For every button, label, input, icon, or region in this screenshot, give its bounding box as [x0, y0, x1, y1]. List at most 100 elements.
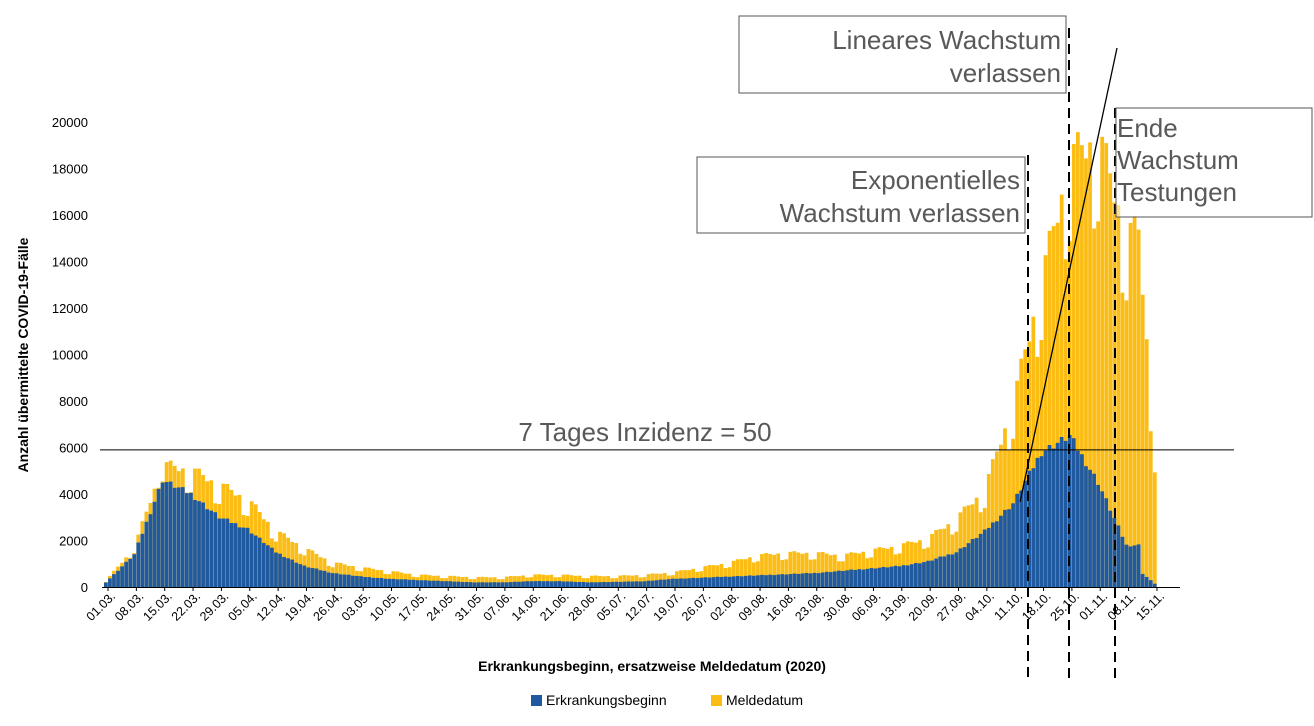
bar-erkrankungsbeginn — [1120, 536, 1125, 587]
bar-meldedatum — [995, 451, 999, 587]
bar-erkrankungsbeginn — [261, 542, 266, 587]
bar-erkrankungsbeginn — [1003, 509, 1007, 587]
bar-meldedatum — [1096, 221, 1100, 588]
bar-meldedatum — [752, 562, 756, 587]
bar-erkrankungsbeginn — [776, 574, 781, 587]
bar-erkrankungsbeginn — [1132, 545, 1137, 587]
bar-erkrankungsbeginn — [650, 580, 655, 587]
bar-erkrankungsbeginn — [727, 576, 732, 587]
y-tick-label: 10000 — [52, 348, 88, 363]
bar-erkrankungsbeginn — [1084, 466, 1088, 587]
bar-erkrankungsbeginn — [824, 571, 829, 587]
bar-erkrankungsbeginn — [1007, 509, 1011, 587]
bar-erkrankungsbeginn — [225, 518, 230, 587]
x-tick-label: 26.07. — [679, 589, 713, 623]
bar-erkrankungsbeginn — [322, 570, 327, 587]
annotation-exponential-text: Exponentielles Wachstum verlassen — [780, 165, 1020, 228]
bar-erkrankungsbeginn — [869, 568, 874, 587]
bar-erkrankungsbeginn — [1059, 437, 1064, 587]
bar-erkrankungsbeginn — [930, 560, 934, 587]
x-tick-label: 29.03. — [197, 589, 231, 623]
bar-erkrankungsbeginn — [1031, 468, 1036, 587]
bar-meldedatum — [743, 559, 748, 587]
legend-label-erkrankungsbeginn: Erkrankungsbeginn — [546, 692, 667, 708]
bar-meldedatum — [480, 576, 485, 587]
annotation-linear: Lineares Wachstum verlassen — [738, 15, 1067, 94]
bar-erkrankungsbeginn — [104, 582, 108, 587]
bar-erkrankungsbeginn — [274, 552, 278, 587]
bar-erkrankungsbeginn — [909, 564, 914, 587]
bar-meldedatum — [1055, 222, 1060, 587]
bar-meldedatum — [756, 561, 760, 587]
legend-swatch-meldedatum — [711, 695, 722, 706]
bar-meldedatum — [703, 566, 708, 587]
bar-erkrankungsbeginn — [654, 580, 659, 587]
bar-erkrankungsbeginn — [492, 582, 497, 587]
bar-erkrankungsbeginn — [241, 527, 246, 587]
bar-erkrankungsbeginn — [363, 576, 367, 587]
bar-meldedatum — [606, 576, 610, 587]
y-tick-label: 12000 — [52, 301, 88, 316]
bar-meldedatum — [768, 553, 772, 587]
bar-erkrankungsbeginn — [1023, 480, 1028, 587]
bar-meldedatum — [1003, 428, 1007, 587]
bar-meldedatum — [1100, 136, 1105, 587]
bar-erkrankungsbeginn — [1096, 484, 1100, 587]
bar-erkrankungsbeginn — [205, 509, 209, 587]
x-tick-label: 28.06. — [566, 589, 600, 623]
bar-erkrankungsbeginn — [703, 577, 708, 587]
bar-erkrankungsbeginn — [1076, 450, 1080, 587]
bar-erkrankungsbeginn — [764, 575, 768, 587]
bar-erkrankungsbeginn — [885, 567, 890, 587]
bar-erkrankungsbeginn — [602, 581, 606, 587]
bar-meldedatum — [1047, 230, 1052, 587]
bar-meldedatum — [504, 576, 509, 587]
bar-erkrankungsbeginn — [865, 568, 870, 587]
bar-erkrankungsbeginn — [391, 578, 396, 587]
bar-erkrankungsbeginn — [978, 533, 983, 587]
bar-erkrankungsbeginn — [237, 527, 242, 587]
bar-meldedatum — [626, 575, 631, 587]
bar-meldedatum — [901, 543, 906, 587]
bar-erkrankungsbeginn — [658, 579, 663, 587]
bar-erkrankungsbeginn — [229, 523, 234, 587]
bar-erkrankungsbeginn — [585, 582, 590, 587]
bar-erkrankungsbeginn — [990, 522, 995, 587]
bar-erkrankungsbeginn — [1015, 493, 1019, 587]
bar-erkrankungsbeginn — [788, 574, 793, 587]
bar-meldedatum — [533, 574, 538, 587]
bar-meldedatum — [565, 574, 570, 587]
bar-erkrankungsbeginn — [379, 578, 384, 587]
x-tick-label: 31.05. — [452, 589, 486, 623]
bar-erkrankungsbeginn — [938, 556, 943, 587]
x-tick-label: 20.09. — [906, 589, 940, 623]
bar-erkrankungsbeginn — [314, 568, 319, 587]
bar-erkrankungsbeginn — [618, 581, 623, 587]
bar-erkrankungsbeginn — [893, 565, 898, 587]
x-tick-label: 04.10. — [962, 589, 996, 623]
x-tick-label: 03.05. — [339, 589, 373, 623]
bar-erkrankungsbeginn — [707, 577, 712, 587]
bar-meldedatum — [561, 574, 566, 587]
y-tick-label: 20000 — [52, 115, 88, 130]
bar-erkrankungsbeginn — [221, 518, 226, 587]
bar-erkrankungsbeginn — [407, 579, 412, 587]
x-tick-label: 05.07. — [594, 589, 628, 623]
bar-meldedatum — [804, 552, 809, 587]
bar-erkrankungsbeginn — [999, 515, 1003, 587]
bar-erkrankungsbeginn — [144, 521, 149, 587]
y-tick-label: 18000 — [52, 162, 88, 177]
bar-erkrankungsbeginn — [784, 574, 789, 587]
annotation-end-text: Ende Wachstum Testungen — [1117, 113, 1239, 207]
bar-erkrankungsbeginn — [476, 582, 481, 587]
bar-erkrankungsbeginn — [253, 535, 258, 587]
bar-erkrankungsbeginn — [687, 578, 691, 587]
bar-erkrankungsbeginn — [444, 581, 448, 587]
bar-meldedatum — [541, 574, 546, 587]
bar-erkrankungsbeginn — [164, 482, 169, 587]
bar-erkrankungsbeginn — [347, 574, 351, 587]
bar-meldedatum — [1027, 341, 1032, 587]
bar-erkrankungsbeginn — [594, 582, 598, 587]
bar-erkrankungsbeginn — [120, 566, 124, 587]
bar-erkrankungsbeginn — [521, 581, 525, 587]
